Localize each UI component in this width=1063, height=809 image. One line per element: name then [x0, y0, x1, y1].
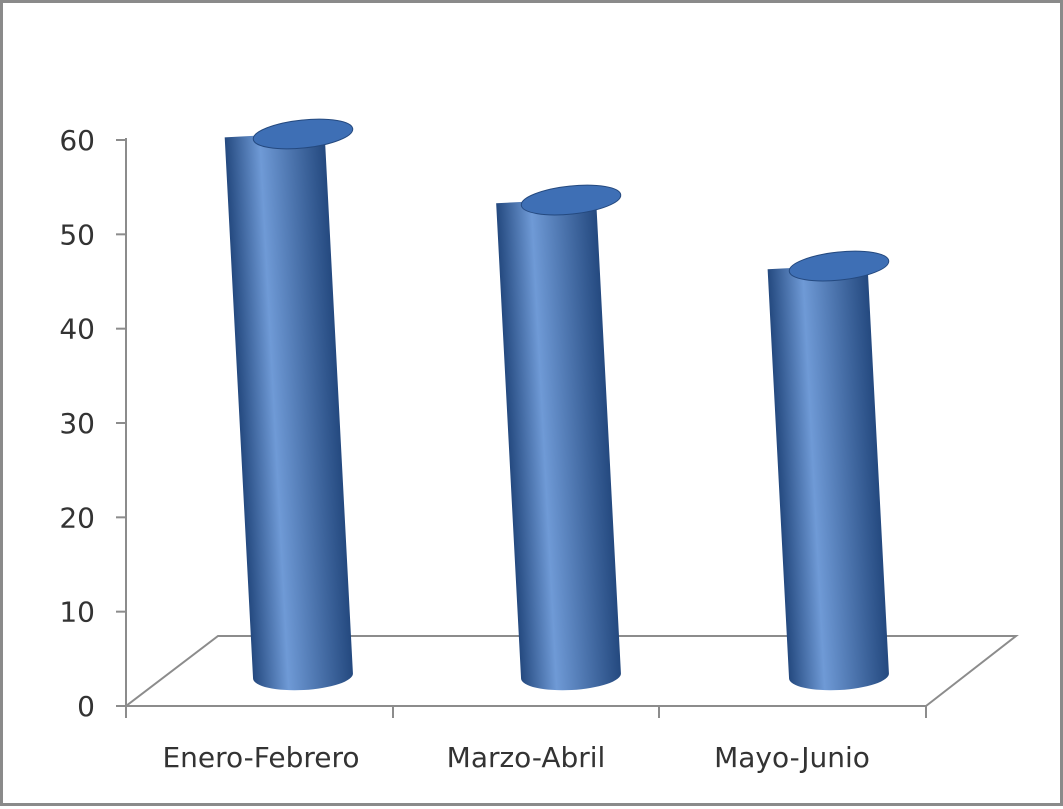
x-axis: Enero-Febrero Marzo-Abril Mayo-Junio	[162, 706, 927, 774]
y-tick-label: 0	[77, 690, 95, 723]
bar-body	[496, 198, 621, 691]
x-tick-label: Enero-Febrero	[162, 741, 359, 774]
bar-body	[224, 132, 353, 691]
bar-body	[767, 264, 889, 691]
y-axis: 0 10 20 30 40 50 60	[59, 124, 127, 723]
bar-top-cap	[520, 184, 622, 216]
y-tick-label: 30	[59, 407, 95, 440]
y-tick-label: 10	[59, 596, 95, 629]
bar-chart: 0 10 20 30 40 50 60 Enero-Febrero Marzo-Abril Ma…	[59, 118, 1019, 774]
bar-top-cap	[788, 250, 890, 282]
bar-enero-febrero	[224, 118, 354, 691]
bar-mayo-junio	[767, 250, 890, 691]
y-tick-label: 20	[59, 501, 95, 534]
bar-marzo-abril	[496, 184, 622, 691]
y-tick-label: 50	[59, 218, 95, 251]
bars	[224, 118, 890, 691]
y-tick-label: 40	[59, 313, 95, 346]
x-tick-label: Marzo-Abril	[447, 741, 606, 774]
y-tick-label: 60	[59, 124, 95, 157]
bar-top-cap	[252, 118, 354, 150]
x-tick-label: Mayo-Junio	[714, 741, 870, 774]
